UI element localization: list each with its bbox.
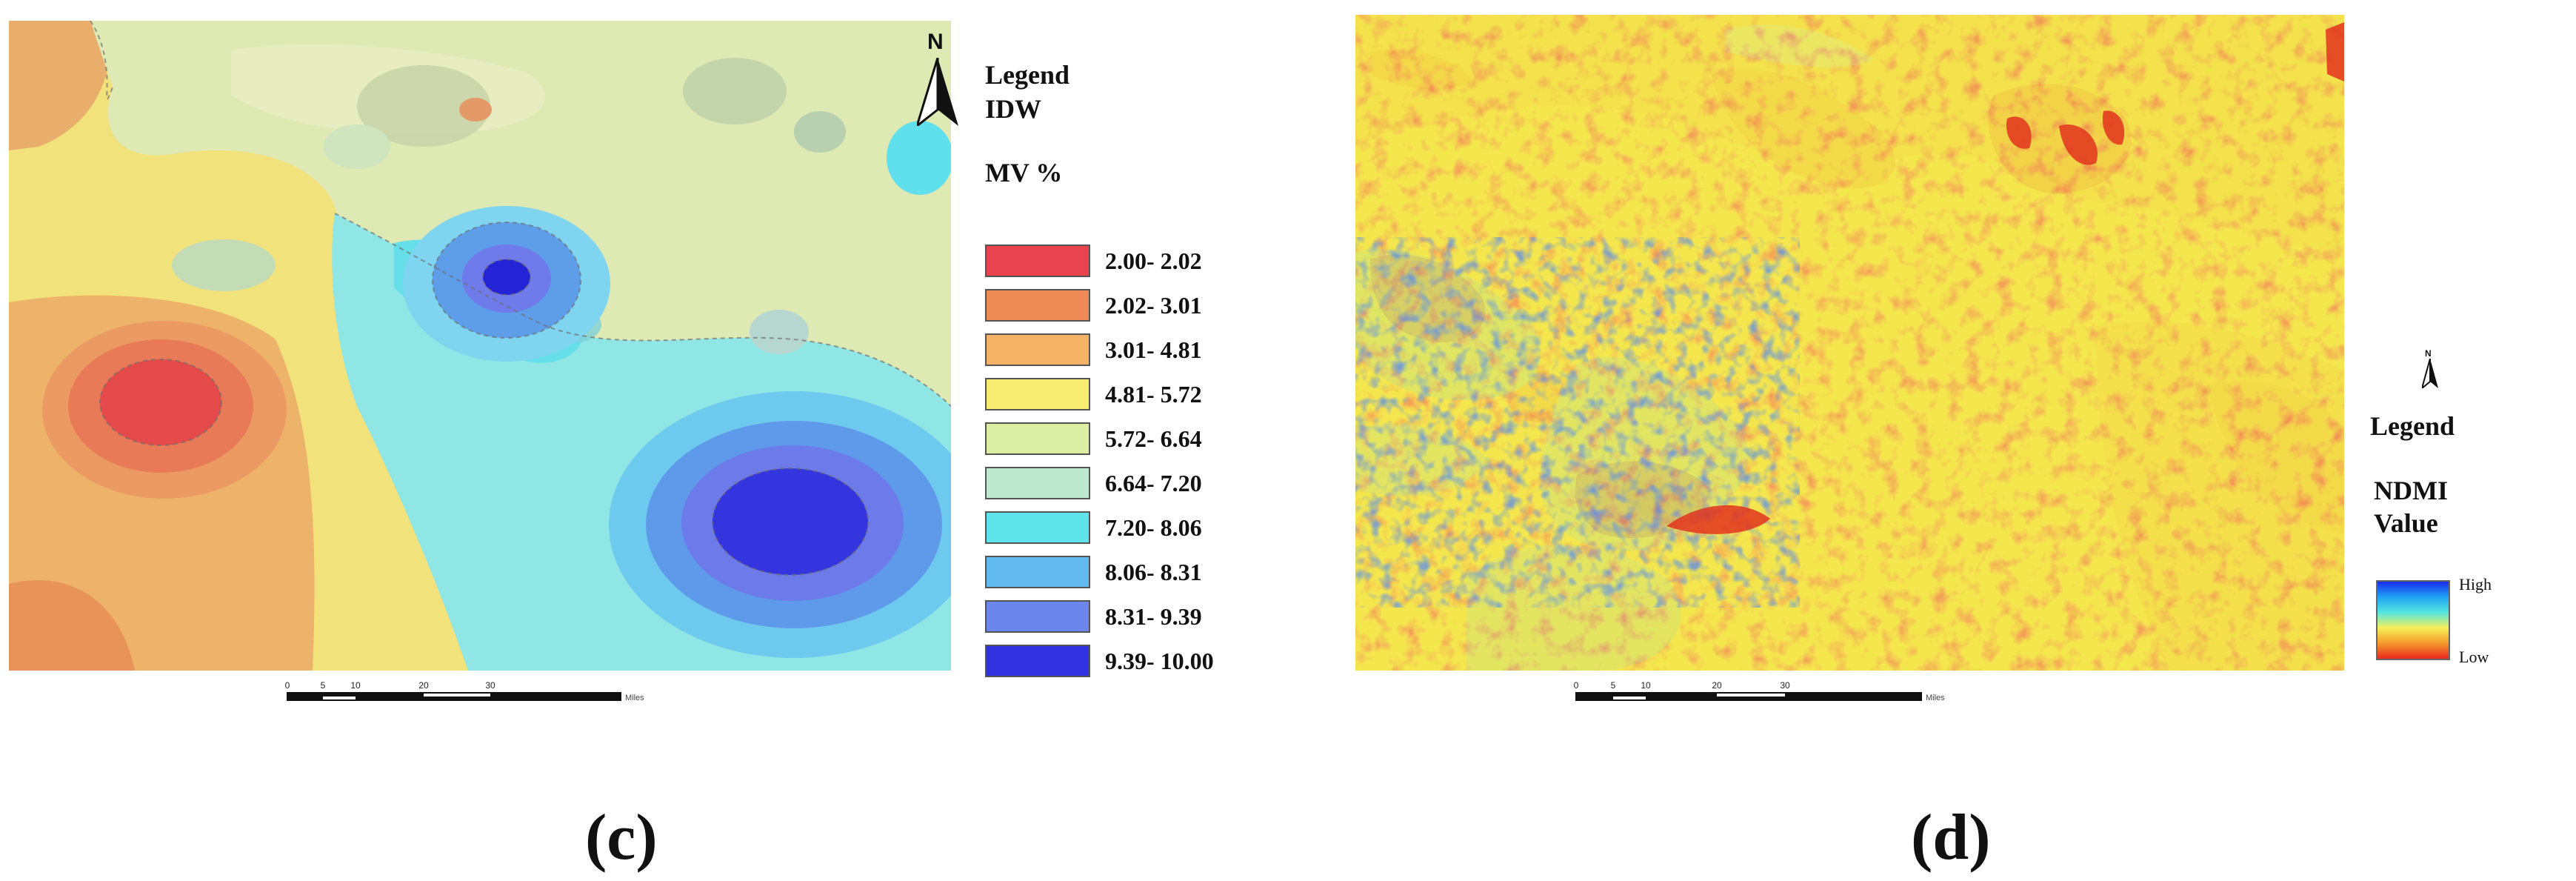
legend-variable-line2: Value (2374, 508, 2438, 538)
ndmi-map (1355, 15, 2344, 671)
legend-class-label: 2.02- 3.01 (1105, 291, 1202, 319)
north-arrow-icon (917, 58, 958, 126)
legend-class-label: 6.64- 7.20 (1105, 469, 1202, 496)
legend-swatch (985, 289, 1090, 322)
legend-title: Legend (2370, 411, 2455, 441)
legend-class-label: 7.20- 8.06 (1105, 513, 1202, 541)
legend-class-row: 2.00- 2.02 (985, 239, 1281, 283)
legend-swatch (985, 511, 1090, 544)
legend-swatch (985, 556, 1090, 588)
legend: Legend IDW MV % (985, 58, 1281, 190)
legend-class-row: 6.64- 7.20 (985, 461, 1281, 505)
legend-subtitle: IDW (985, 94, 1042, 124)
scale-tick-label: 0 (285, 680, 290, 691)
scale-tick-label: 0 (1574, 680, 1579, 691)
ramp-high-label: High (2459, 575, 2492, 594)
legend-class-label: 2.00- 2.02 (1105, 247, 1202, 274)
scale-tick-label: 30 (1780, 680, 1790, 691)
north-label: N (2425, 348, 2432, 359)
north-label: N (927, 30, 944, 54)
ndmi-color-ramp (2376, 580, 2450, 660)
legend-class-label: 4.81- 5.72 (1105, 380, 1202, 408)
legend-swatch (985, 378, 1090, 410)
legend-swatch (985, 422, 1090, 455)
legend-swatch (985, 645, 1090, 677)
legend-class-row: 5.72- 6.64 (985, 416, 1281, 461)
scale-bar: 0 5 10 20 30 Miles (1574, 680, 1946, 702)
legend-class-list: 2.00- 2.02 2.02- 3.01 3.01- 4.81 4.81- 5.72… (985, 239, 1281, 683)
legend-class-label: 5.72- 6.64 (1105, 425, 1202, 452)
legend-variable: NDMI Value (2374, 474, 2448, 539)
north-arrow-icon (2422, 359, 2438, 388)
idw-moisture-map (9, 21, 951, 671)
legend-class-row: 8.31- 9.39 (985, 594, 1281, 639)
panel-d: 0 5 10 20 30 Miles N Legend NDMI Value High … (1318, 0, 2576, 881)
legend-class-label: 3.01- 4.81 (1105, 336, 1202, 363)
legend-class-label: 9.39- 10.00 (1105, 647, 1214, 674)
legend-class-row: 4.81- 5.72 (985, 372, 1281, 416)
legend-swatch (985, 333, 1090, 366)
legend-title: Legend (985, 60, 1070, 90)
scale-tick-label: 5 (1611, 680, 1616, 691)
legend-class-row: 8.06- 8.31 (985, 550, 1281, 594)
legend-class-row: 3.01- 4.81 (985, 328, 1281, 372)
north-arrow: N (2417, 348, 2443, 400)
north-arrow: N (911, 30, 963, 126)
panel-caption: (c) (585, 802, 658, 874)
legend-variable: MV % (985, 158, 1063, 187)
panel-c: 0 5 10 20 30 Miles N Legend IDW MV % 2.00- 2… (9, 21, 1281, 874)
legend-class-label: 8.06- 8.31 (1105, 558, 1202, 585)
legend-class-row: 2.02- 3.01 (985, 283, 1281, 328)
legend-variable-line1: NDMI (2374, 476, 2448, 505)
legend-swatch (985, 467, 1090, 499)
legend-class-row: 7.20- 8.06 (985, 505, 1281, 550)
scale-unit: Miles (1926, 694, 1945, 702)
legend-swatch (985, 600, 1090, 633)
panel-caption: (d) (1911, 802, 1991, 874)
scale-tick-label: 10 (1641, 680, 1651, 691)
scale-tick-label: 10 (350, 680, 361, 691)
scale-tick-label: 20 (1712, 680, 1722, 691)
legend-class-row: 9.39- 10.00 (985, 639, 1281, 683)
scale-unit: Miles (625, 694, 644, 702)
ramp-low-label: Low (2459, 648, 2489, 666)
scale-tick-label: 20 (418, 680, 429, 691)
scale-bar: 0 5 10 20 30 Miles (285, 680, 645, 702)
scale-tick-label: 30 (485, 680, 495, 691)
legend-swatch (985, 245, 1090, 277)
legend-class-label: 8.31- 9.39 (1105, 602, 1202, 630)
scale-tick-label: 5 (321, 680, 326, 691)
